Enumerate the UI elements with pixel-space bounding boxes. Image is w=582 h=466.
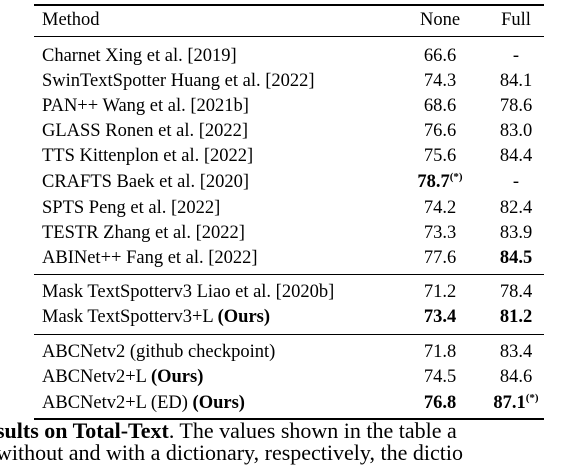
full-cell: 83.9 [499, 223, 533, 243]
table-row: CRAFTS Baek et al. [2020] 78.7(*) - [34, 169, 544, 195]
none-cell: 75.6 [423, 146, 457, 166]
none-cell: 71.8 [423, 342, 457, 362]
full-cell: 82.4 [499, 198, 533, 218]
method-cell: SwinTextSpotter Huang et al. [2022] [42, 71, 315, 91]
table-row: Mask TextSpotterv3 Liao et al. [2020b] 7… [34, 279, 544, 305]
method-cell: ABINet++ Fang et al. [2022] [42, 248, 258, 268]
note-marker: (*) [449, 171, 463, 183]
none-cell: 74.2 [423, 198, 457, 218]
table-row: Charnet Xing et al. [2019] 66.6 - [34, 43, 544, 69]
header-none: None [419, 10, 461, 30]
method-name: ABCNetv2+L [42, 367, 147, 387]
bottom-rule [34, 418, 544, 420]
table-row: GLASS Ronen et al. [2022] 76.6 83.0 [34, 118, 544, 144]
full-cell-best: 81.2 [499, 307, 533, 327]
table-row: TTS Kittenplon et al. [2022] 75.6 84.4 [34, 143, 544, 169]
full-cell-best: 84.5 [499, 248, 533, 268]
caption-text: . The values shown in the table a [168, 418, 457, 443]
table-row: SPTS Peng et al. [2022] 74.2 82.4 [34, 195, 544, 221]
method-cell: Mask TextSpotterv3 Liao et al. [2020b] [42, 282, 335, 302]
method-name: Mask TextSpotterv3+L [42, 307, 213, 327]
table-row: ABCNetv2 (github checkpoint) 71.8 83.4 [34, 339, 544, 365]
full-cell: 84.4 [499, 146, 533, 166]
header-row: Method None Full [34, 7, 544, 33]
method-name: ABCNetv2+L (ED) [42, 393, 188, 413]
none-cell-best: 78.7(*) [399, 169, 481, 195]
none-cell: 74.3 [423, 71, 457, 91]
ours-tag: (Ours) [150, 367, 204, 387]
full-cell: 84.1 [499, 71, 533, 91]
top-rule [34, 4, 544, 6]
full-cell: 84.6 [499, 367, 533, 387]
ours-tag: (Ours) [217, 307, 271, 327]
full-cell: 78.6 [499, 96, 533, 116]
group-rule [34, 334, 544, 335]
none-cell-best: 76.8 [423, 393, 457, 413]
method-cell: PAN++ Wang et al. [2021b] [42, 96, 249, 116]
none-value: 78.7 [417, 172, 450, 192]
method-cell: Charnet Xing et al. [2019] [42, 46, 237, 66]
table-row: ABINet++ Fang et al. [2022] 77.6 84.5 [34, 245, 544, 271]
method-cell: ABCNetv2 (github checkpoint) [42, 342, 276, 362]
table-row: Mask TextSpotterv3+L (Ours) 73.4 81.2 [34, 304, 544, 330]
none-cell: 68.6 [423, 96, 457, 116]
none-cell: 76.6 [423, 121, 457, 141]
method-cell: TTS Kittenplon et al. [2022] [42, 146, 254, 166]
method-cell: ABCNetv2+L (Ours) [42, 364, 203, 390]
table-row: PAN++ Wang et al. [2021b] 68.6 78.6 [34, 93, 544, 119]
method-cell: GLASS Ronen et al. [2022] [42, 121, 249, 141]
none-cell-best: 73.4 [423, 307, 457, 327]
full-cell: - [512, 172, 520, 192]
none-cell: 74.5 [423, 367, 457, 387]
none-cell: 71.2 [423, 282, 457, 302]
table-caption: sults on Total-Text. The values shown in… [0, 418, 582, 444]
table-caption-line2: without and with a dictionary, respectiv… [0, 440, 582, 466]
full-cell: 78.4 [499, 282, 533, 302]
table-row: ABCNetv2+L (Ours) 74.5 84.6 [34, 364, 544, 390]
none-cell: 66.6 [423, 46, 457, 66]
caption-text-line2: without and with a dictionary, respectiv… [0, 440, 463, 465]
method-cell: TESTR Zhang et al. [2022] [42, 223, 245, 243]
header-full: Full [501, 10, 531, 30]
group-rule [34, 274, 544, 275]
full-cell-best: 87.1(*) [484, 390, 548, 416]
none-cell: 73.3 [423, 223, 457, 243]
full-cell: - [512, 46, 520, 66]
method-cell: CRAFTS Baek et al. [2020] [42, 172, 250, 192]
method-cell: SPTS Peng et al. [2022] [42, 198, 221, 218]
full-cell: 83.0 [499, 121, 533, 141]
table-row: ABCNetv2+L (ED) (Ours) 76.8 87.1(*) [34, 390, 544, 416]
table-row: TESTR Zhang et al. [2022] 73.3 83.9 [34, 220, 544, 246]
header-method: Method [42, 10, 100, 30]
caption-bold: sults on Total-Text [0, 418, 169, 443]
method-cell: ABCNetv2+L (ED) (Ours) [42, 390, 245, 416]
none-cell: 77.6 [423, 248, 457, 268]
ours-tag: (Ours) [192, 393, 245, 413]
header-rule [34, 36, 544, 37]
note-marker: (*) [525, 392, 539, 404]
full-value: 87.1 [493, 393, 526, 413]
method-cell: Mask TextSpotterv3+L (Ours) [42, 304, 270, 330]
full-cell: 83.4 [499, 342, 533, 362]
table-row: SwinTextSpotter Huang et al. [2022] 74.3… [34, 68, 544, 94]
